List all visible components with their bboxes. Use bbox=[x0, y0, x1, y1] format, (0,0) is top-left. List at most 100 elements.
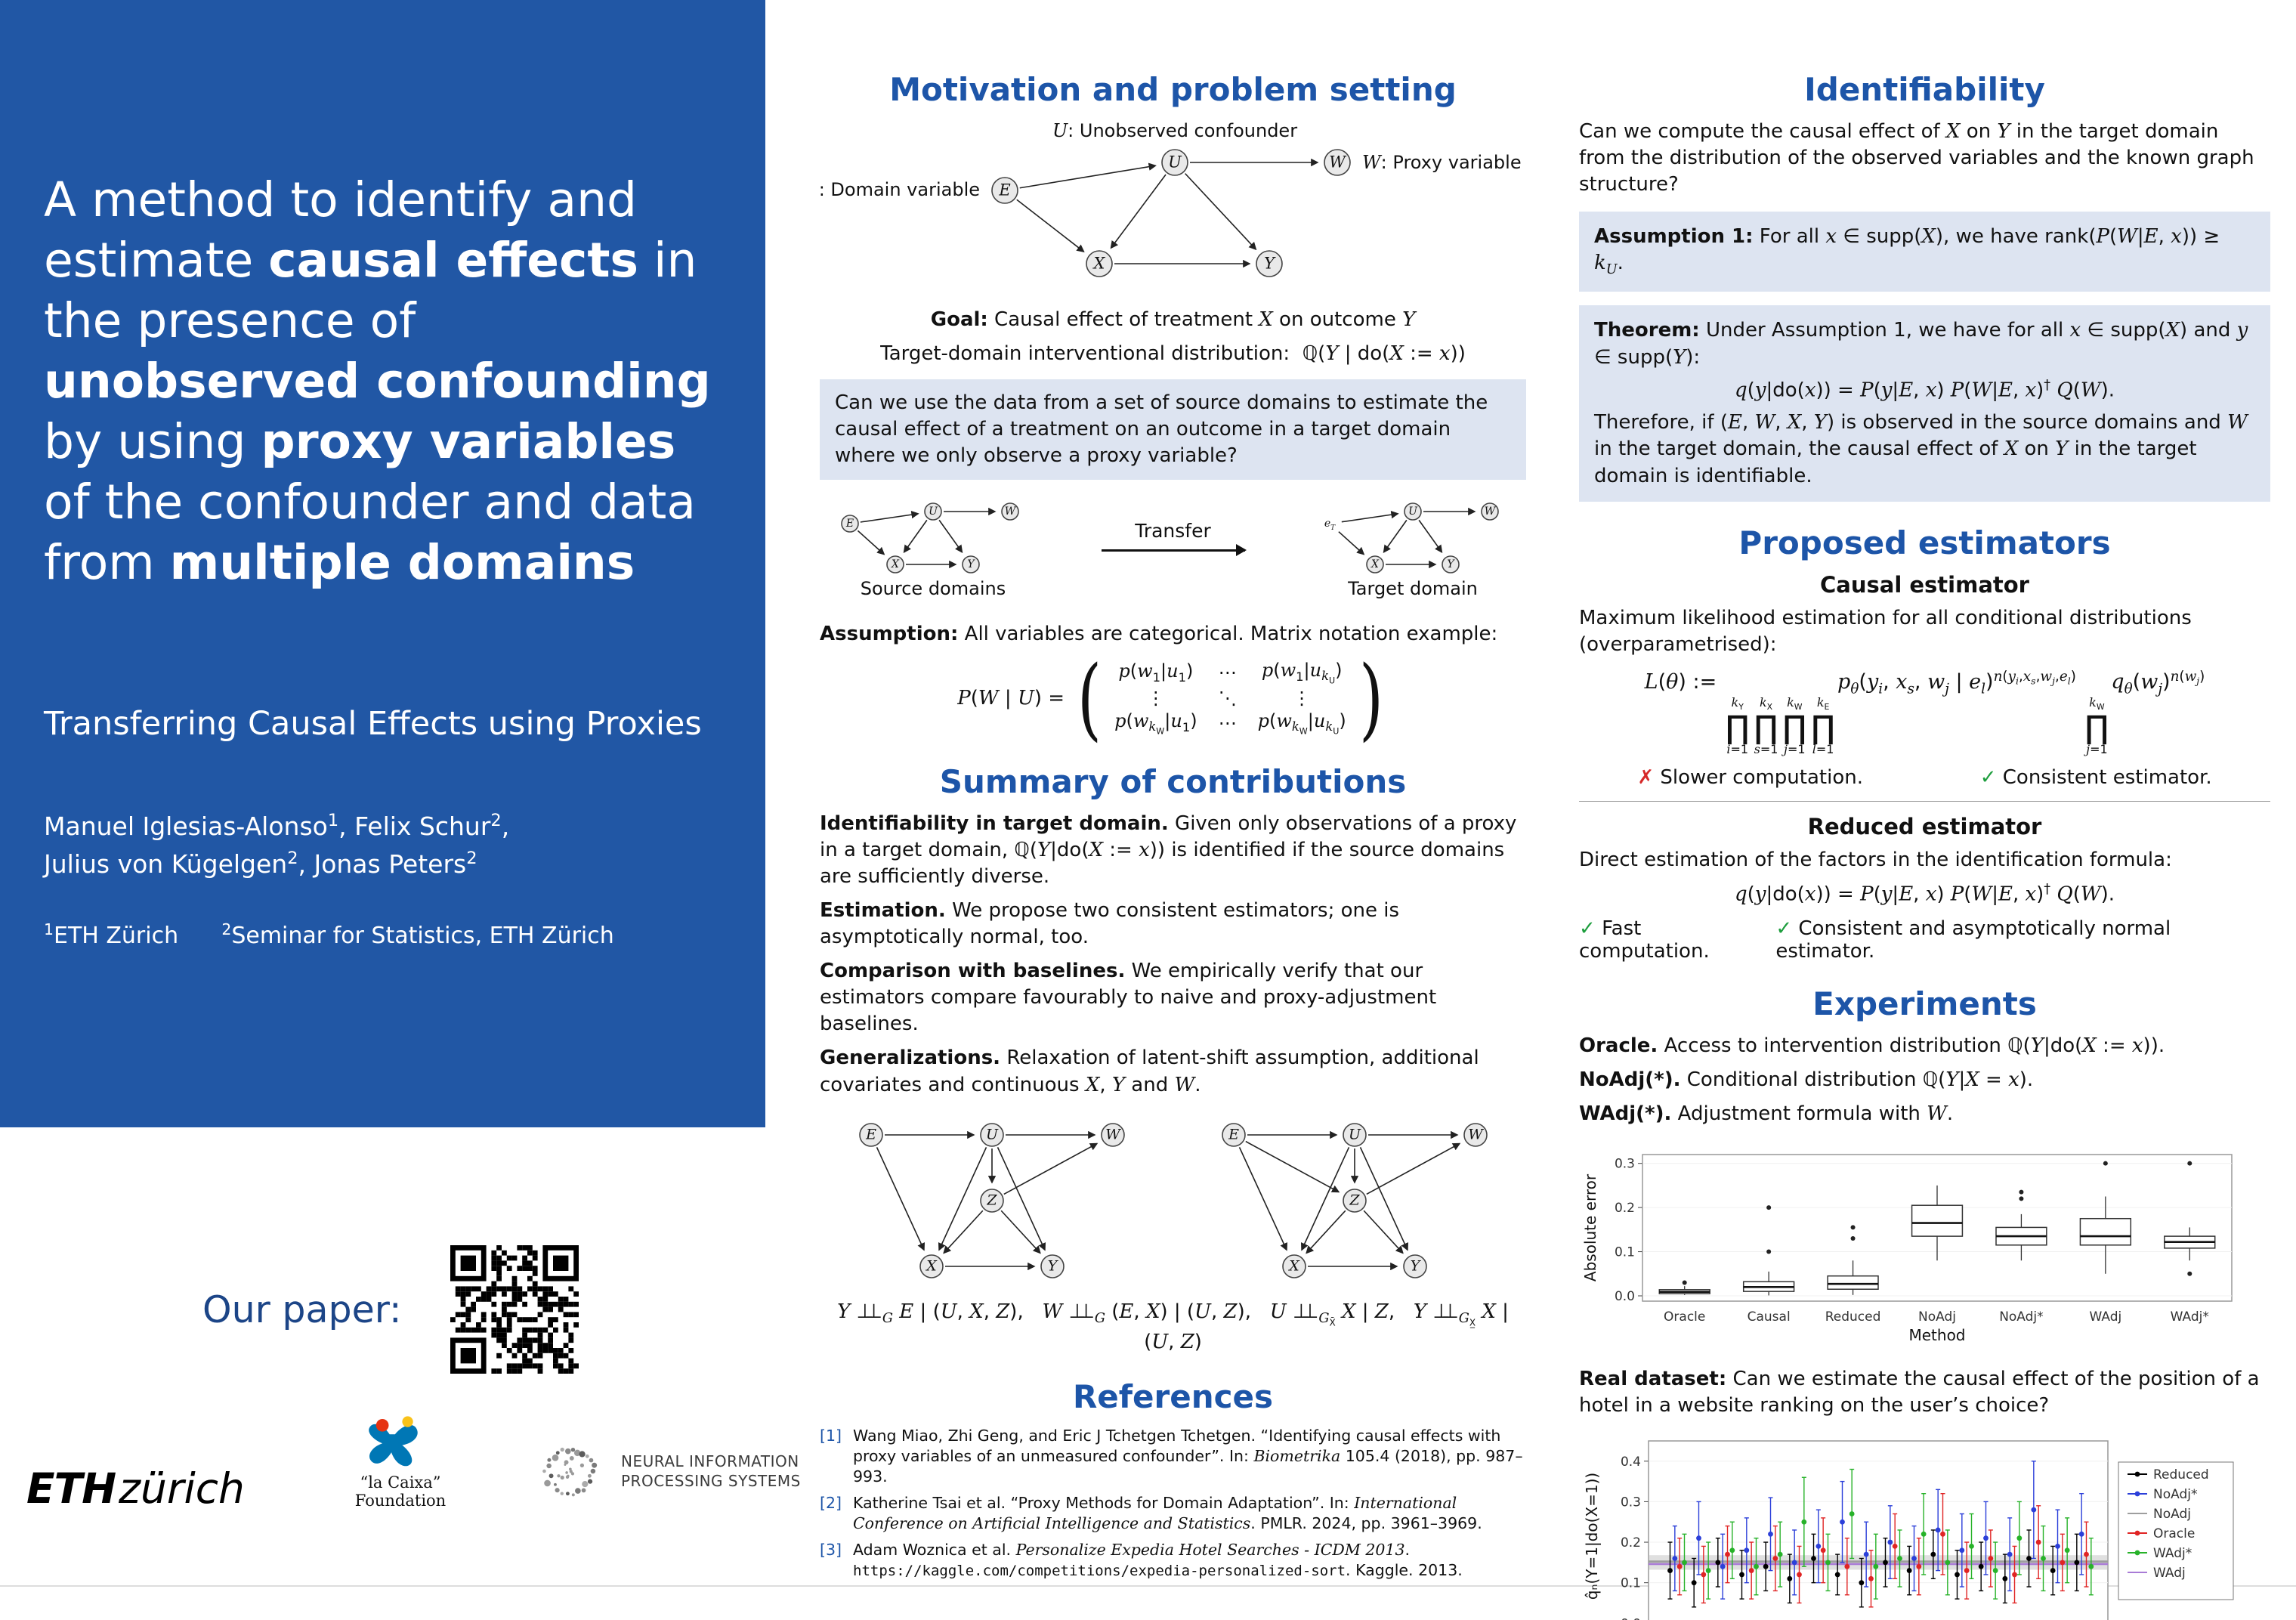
causal-graph-main: E U W X Y U: Unobserved confounder E: Domain v… bbox=[805, 120, 1522, 277]
point-text: Fast computation. bbox=[1579, 917, 1710, 963]
reference-item: [1] Wang Miao, Zhi Geng, and Eric J Tche… bbox=[820, 1426, 1526, 1487]
authors: Manuel Iglesias-Alonso1, Felix Schur2, Ju… bbox=[44, 811, 510, 879]
section-identifiability-heading: Identifiability bbox=[1804, 71, 2045, 108]
svg-text:q̂ₙ(Y=1|do(X=1)): q̂ₙ(Y=1|do(X=1)) bbox=[1583, 1472, 1601, 1599]
method-definition: Oracle. Access to intervention distribut… bbox=[1579, 1034, 2165, 1058]
svg-text:Absolute error: Absolute error bbox=[1581, 1173, 1599, 1281]
svg-text:0.0: 0.0 bbox=[1615, 1289, 1635, 1304]
assumption-line: Assumption: All variables are categorica… bbox=[820, 623, 1498, 646]
contribution-item: Comparison with baselines. We empiricall… bbox=[820, 960, 1437, 1036]
neurips-ring-icon bbox=[542, 1447, 598, 1497]
causal-graph-target: eT U W X Y Target domain bbox=[1324, 502, 1499, 599]
causal-graph-source: E U W X Y Source domains bbox=[841, 502, 1019, 599]
svg-text:WAdj: WAdj bbox=[2153, 1566, 2186, 1581]
section-motivation-heading: Motivation and problem setting bbox=[889, 71, 1457, 108]
point-item: ✓ Consistent estimator. bbox=[1980, 766, 2212, 789]
middle-column: Motivation and problem setting E U W X Y U: U… bbox=[805, 0, 1526, 1587]
svg-text:eT: eT bbox=[1324, 518, 1336, 533]
svg-text:0.1: 0.1 bbox=[1615, 1245, 1635, 1260]
section-references-heading: References bbox=[1072, 1377, 1274, 1415]
right-arrow-icon bbox=[1101, 545, 1247, 555]
svg-text:W: W bbox=[1485, 506, 1497, 518]
svg-text:WAdj: WAdj bbox=[2089, 1309, 2121, 1325]
title-segment-bold: multiple domains bbox=[169, 535, 635, 590]
svg-text:U: U bbox=[1168, 153, 1182, 171]
matrix-cell: ⋯ bbox=[1218, 662, 1237, 684]
theorem-lead: Theorem: Under Assumption 1, we have for… bbox=[1594, 319, 2248, 369]
title-segment: in the presence of bbox=[44, 233, 697, 348]
reference-text: Wang Miao, Zhi Geng, and Eric J Tchetgen… bbox=[853, 1426, 1523, 1486]
matrix-cell: ⋯ bbox=[1218, 713, 1237, 734]
section-estimators-heading: Proposed estimators bbox=[1738, 524, 2111, 561]
matrix-grid: p(w1|u1) ⋯ p(w1|ukU) ⋮ ⋱ ⋮ p(wkW|u1) ⋯ p… bbox=[1114, 660, 1346, 737]
identifiability-intro: Can we compute the causal effect of X on… bbox=[1579, 120, 2254, 196]
boxplot-absolute-error-chart: 0.0 0.1 0.2 0.3 Oracle Causal Reduced NoAdj NoAd… bbox=[1581, 1154, 2233, 1344]
lacaixa-logo-text: “la Caixa” Foundation bbox=[354, 1473, 447, 1510]
reference-number: [2] bbox=[820, 1493, 842, 1512]
svg-text:0.3: 0.3 bbox=[1615, 1157, 1635, 1172]
title-segment-bold: proxy variables bbox=[261, 414, 676, 469]
title-segment-bold: unobserved confounding bbox=[44, 354, 711, 409]
title-segment-bold: causal effects bbox=[268, 233, 638, 288]
generalization-graphs: E U W Z X Y E U W Z X Y bbox=[820, 1106, 1526, 1291]
contribution-item: Identifiability in target domain. Given … bbox=[820, 812, 1517, 888]
svg-text:X: X bbox=[891, 559, 900, 571]
section-divider bbox=[1579, 801, 2270, 802]
svg-text:0.2: 0.2 bbox=[1615, 1201, 1635, 1216]
point-item: ✓ Consistent and asymptotically normal e… bbox=[1775, 917, 2270, 963]
svg-text:E: Domain variable: E: Domain variable bbox=[820, 179, 980, 200]
reference-item: [3] Adam Woznica et al. Personalize Expe… bbox=[820, 1540, 1526, 1581]
reduced-estimator-subheading: Reduced estimator bbox=[1807, 814, 2042, 840]
real-dataset-line: Real dataset: Can we estimate the causal… bbox=[1579, 1368, 2260, 1418]
svg-text:Reduced: Reduced bbox=[2153, 1467, 2209, 1482]
method-definition: NoAdj(*). Conditional distribution ℚ(Y|X… bbox=[1579, 1068, 2034, 1092]
neurips-logo: NEURAL INFORMATION PROCESSING SYSTEMS bbox=[529, 1430, 801, 1513]
svg-text:E: E bbox=[998, 181, 1010, 199]
poster-subtitle: Transferring Causal Effects using Proxie… bbox=[44, 705, 702, 743]
right-column: Identifiability Can we compute the causa… bbox=[1579, 0, 2270, 1620]
svg-text:Z: Z bbox=[986, 1192, 997, 1208]
transfer-label: Transfer bbox=[1135, 520, 1211, 543]
svg-text:Causal: Causal bbox=[1747, 1309, 1791, 1325]
svg-text:Y: Y bbox=[1447, 559, 1455, 571]
our-paper-label: Our paper: bbox=[202, 1288, 402, 1331]
reference-item: [2] Katherine Tsai et al. “Proxy Methods… bbox=[820, 1493, 1526, 1534]
svg-text:U: U bbox=[1348, 1126, 1361, 1142]
point-text: Consistent and asymptotically normal est… bbox=[1775, 917, 2171, 963]
right-paren: ) bbox=[1358, 645, 1383, 750]
section-experiments-heading: Experiments bbox=[1812, 985, 2037, 1023]
matrix-cell: ⋮ bbox=[1146, 687, 1165, 709]
matrix-cell: p(wkW|u1) bbox=[1114, 710, 1197, 737]
reduced-equation: q(y|do(x)) = P(y|E, x) P(W|E, x)† Q(W). bbox=[1734, 882, 2115, 906]
svg-text:NoAdj: NoAdj bbox=[2153, 1507, 2191, 1522]
point-text: Consistent estimator. bbox=[2002, 766, 2212, 790]
reference-number: [1] bbox=[820, 1426, 842, 1445]
check-icon: ✓ bbox=[1579, 917, 1596, 941]
likelihood-equation: L(θ) := kY ∏ i=1 kX ∏ s=1 kW ∏ j=1 kE ∏ l=1 pθ(yi, x… bbox=[1644, 668, 2205, 757]
research-question-box: Can we use the data from a set of source… bbox=[820, 379, 1526, 481]
svg-text:Z: Z bbox=[1349, 1192, 1360, 1208]
svg-text:0.4: 0.4 bbox=[1621, 1454, 1641, 1469]
check-icon: ✓ bbox=[1979, 766, 1997, 790]
neurips-logo-text: NEURAL INFORMATION PROCESSING SYSTEMS bbox=[621, 1452, 801, 1490]
title-segment: of the confounder and data from bbox=[44, 475, 696, 590]
svg-text:NoAdj*: NoAdj* bbox=[2153, 1487, 2197, 1502]
svg-text:Source domains: Source domains bbox=[861, 578, 1006, 599]
svg-text:E: E bbox=[1228, 1126, 1239, 1142]
svg-text:Target domain: Target domain bbox=[1347, 578, 1478, 599]
causal-estimator-points: ✗ Slower computation. ✓ Consistent estim… bbox=[1579, 766, 2270, 789]
left-panel: A method to identify and estimate causal… bbox=[0, 0, 765, 1127]
independence-relations: Y ⊥⊥ G E | (U, X, Z), W ⊥⊥ G (E, X) | (U, … bbox=[837, 1300, 1509, 1353]
svg-text:0.2: 0.2 bbox=[1621, 1535, 1641, 1550]
contribution-item: Estimation. We propose two consistent es… bbox=[820, 898, 1400, 949]
title-segment: A method to identify and estimate bbox=[44, 172, 638, 288]
svg-text:Method: Method bbox=[1908, 1326, 1965, 1344]
reduced-estimator-points: ✓ Fast computation. ✓ Consistent and asy… bbox=[1579, 917, 2270, 963]
theorem-rest: Therefore, if (E, W, X, Y) is observed i… bbox=[1594, 411, 2248, 487]
svg-text:U: U bbox=[929, 506, 938, 518]
svg-text:Oracle: Oracle bbox=[1664, 1309, 1705, 1325]
matrix-cell: p(w1|ukU) bbox=[1261, 659, 1343, 686]
matrix-cell: p(w1|u1) bbox=[1118, 660, 1194, 685]
svg-text:W: W bbox=[1468, 1126, 1484, 1142]
